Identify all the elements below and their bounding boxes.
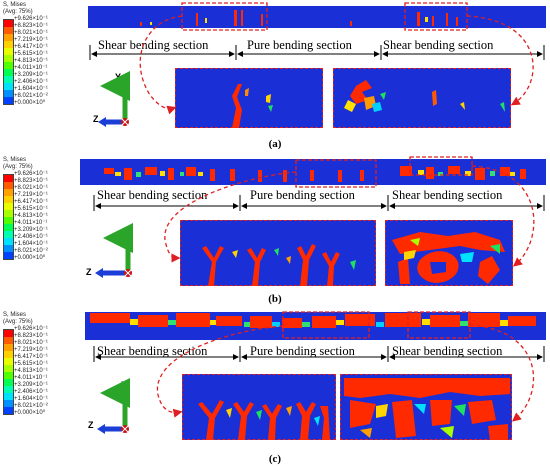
- legend-value: +9.626×10⁻¹: [14, 326, 48, 332]
- legend-value: +0.000×10⁰: [14, 410, 46, 416]
- legend-value: +3.209×10⁻¹: [14, 72, 48, 78]
- legend-value: +8.823×10⁻¹: [14, 333, 48, 339]
- legend-value: +7.219×10⁻¹: [14, 37, 48, 43]
- section-label-pure: Pure bending section: [250, 188, 355, 202]
- legend-value: +8.021×10⁻¹: [14, 30, 48, 36]
- axis-label-z: Z: [88, 420, 94, 430]
- legend-value: +8.021×10⁻¹: [14, 185, 48, 191]
- section-label-shear-right: Shear bending section: [392, 188, 503, 202]
- legend-value: +2.406×10⁻¹: [14, 389, 48, 395]
- legend-value: +2.406×10⁻¹: [14, 234, 48, 240]
- legend-title: S, Mises: [3, 157, 27, 163]
- legend-subtitle: (Avg: 75%): [3, 319, 33, 325]
- caption-a: (a): [268, 138, 282, 150]
- legend-color-bar: [3, 329, 14, 415]
- legend-color-bar: [3, 19, 14, 105]
- legend-value: +0.000×10⁰: [14, 100, 46, 106]
- legend-subtitle: (Avg: 75%): [3, 164, 33, 170]
- caption-b: (b): [268, 293, 282, 305]
- legend-value: +4.011×10⁻¹: [14, 375, 48, 381]
- section-label-shear-left: Shear bending section: [97, 188, 208, 202]
- legend-subtitle: (Avg: 75%): [3, 9, 33, 15]
- legend-value: +9.626×10⁻¹: [14, 171, 48, 177]
- legend-value: +2.406×10⁻¹: [14, 79, 48, 85]
- legend-value: +6.417×10⁻¹: [14, 354, 48, 360]
- legend-values: +9.626×10⁻¹ +8.823×10⁻¹ +8.021×10⁻¹ +7.2…: [14, 326, 48, 417]
- stress-legend: S, Mises (Avg: 75%) +9.626×10⁻¹ +8.823×1…: [3, 2, 83, 106]
- legend-values: +9.626×10⁻¹ +8.823×10⁻¹ +8.021×10⁻¹ +7.2…: [14, 16, 48, 107]
- legend-value: +6.417×10⁻¹: [14, 44, 48, 50]
- stress-legend: S, Mises (Avg: 75%) +9.626×10⁻¹ +8.823×1…: [3, 157, 83, 261]
- legend-value: +3.209×10⁻¹: [14, 382, 48, 388]
- legend-value: +4.813×10⁻¹: [14, 368, 48, 374]
- legend-value: +1.604×10⁻¹: [14, 396, 48, 402]
- legend-value: +4.813×10⁻¹: [14, 58, 48, 64]
- legend-value: +4.813×10⁻¹: [14, 213, 48, 219]
- panel-a-overlay: [89, 2, 545, 128]
- legend-value: +7.219×10⁻¹: [14, 192, 48, 198]
- legend-value: +1.604×10⁻¹: [14, 86, 48, 92]
- legend-value: +3.209×10⁻¹: [14, 227, 48, 233]
- legend-value: +4.011×10⁻¹: [14, 65, 48, 71]
- section-label-shear-right: Shear bending section: [383, 38, 494, 52]
- panel-b-overlay: [93, 156, 545, 286]
- legend-value: +8.021×10⁻²: [14, 248, 48, 254]
- caption-c: (c): [268, 453, 282, 465]
- beam-contour: [88, 6, 546, 28]
- zoom-view-left: [175, 68, 323, 128]
- legend-value: +6.417×10⁻¹: [14, 199, 48, 205]
- legend-value: +5.615×10⁻¹: [14, 51, 48, 57]
- section-label-shear-left: Shear bending section: [98, 38, 209, 52]
- legend-title: S, Mises: [3, 2, 27, 8]
- legend-value: +5.615×10⁻¹: [14, 206, 48, 212]
- legend-color-bar: [3, 174, 14, 260]
- axis-label-z: Z: [86, 267, 92, 277]
- section-label-pure: Pure bending section: [247, 38, 352, 52]
- legend-value: +9.626×10⁻¹: [14, 16, 48, 22]
- legend-value: +8.021×10⁻²: [14, 403, 48, 409]
- legend-value: +8.021×10⁻²: [14, 93, 48, 99]
- legend-value: +7.219×10⁻¹: [14, 347, 48, 353]
- legend-value: +8.823×10⁻¹: [14, 23, 48, 29]
- stress-legend: S, Mises (Avg: 75%) +9.626×10⁻¹ +8.823×1…: [3, 312, 83, 416]
- panel-c-overlay: [90, 311, 545, 440]
- legend-value: +1.604×10⁻¹: [14, 241, 48, 247]
- legend-value: +4.011×10⁻¹: [14, 220, 48, 226]
- legend-value: +0.000×10⁰: [14, 255, 46, 261]
- axis-label-z: Z: [93, 114, 99, 124]
- legend-values: +9.626×10⁻¹ +8.823×10⁻¹ +8.021×10⁻¹ +7.2…: [14, 171, 48, 262]
- legend-value: +8.823×10⁻¹: [14, 178, 48, 184]
- legend-value: +8.021×10⁻¹: [14, 340, 48, 346]
- legend-title: S, Mises: [3, 312, 27, 318]
- legend-value: +5.615×10⁻¹: [14, 361, 48, 367]
